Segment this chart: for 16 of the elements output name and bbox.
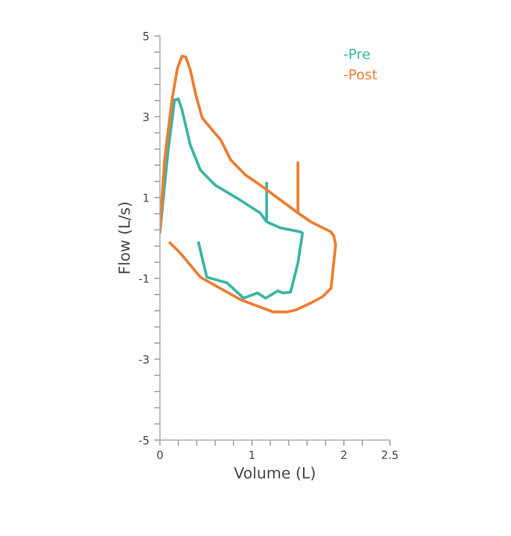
line-series [160, 98, 304, 300]
text: -Post [344, 69, 378, 80]
y-axis-title: Flow (L/s) [118, 202, 132, 274]
y-tick-label: -5 [138, 436, 149, 444]
x-axis-title: Volume (L) [234, 466, 315, 480]
y-tick-label: -3 [138, 355, 149, 364]
text: -Pre [344, 48, 370, 60]
x-tick-label: 2.5 [382, 450, 398, 460]
y-tick-label: 5 [143, 32, 149, 40]
x-tick-label: 2 [341, 450, 346, 459]
y-tick-label: 1 [144, 194, 148, 202]
y-tick-label: -1 [138, 274, 148, 283]
x-tick-label: 1 [250, 450, 254, 459]
line-series [160, 54, 338, 314]
y-tick-label: 3 [143, 112, 149, 122]
x-tick-label: 0 [157, 450, 163, 460]
